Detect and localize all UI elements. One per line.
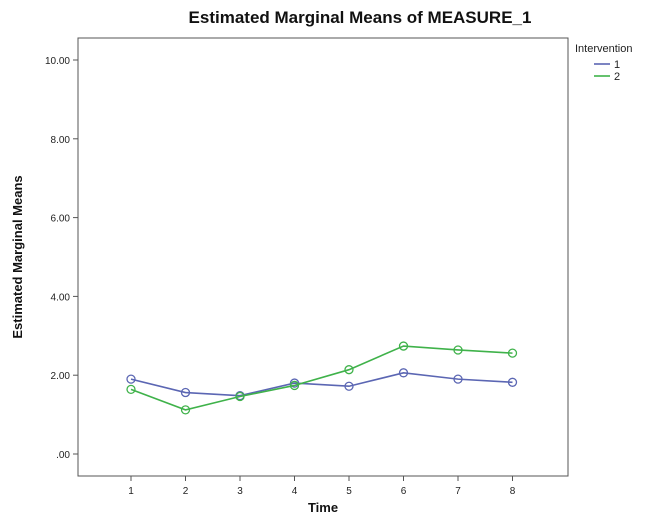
x-tick-label: 4 (292, 486, 298, 497)
data-point-series-1 (398, 368, 409, 378)
y-tick-label: 10.00 (45, 56, 70, 67)
y-tick-label: .00 (56, 450, 70, 461)
series-line-1 (130, 372, 513, 397)
legend: Intervention 12 (575, 43, 632, 83)
x-tick-label: 5 (346, 486, 352, 497)
y-axis-title: Estimated Marginal Means (10, 175, 25, 338)
data-point-series-1 (453, 374, 463, 384)
legend-label-2: 2 (614, 71, 620, 83)
x-tick-label: 6 (401, 486, 407, 497)
y-tick-label: 4.00 (51, 292, 71, 303)
data-point-series-2 (235, 391, 245, 402)
legend-label-1: 1 (614, 59, 620, 71)
data-point-series-2 (507, 348, 518, 358)
data-point-series-2 (126, 384, 136, 395)
y-tick-label: 2.00 (51, 371, 71, 382)
data-point-series-2 (289, 380, 300, 391)
plot-frame (77, 37, 569, 477)
x-tick-label: 8 (510, 486, 516, 497)
legend-title: Intervention (575, 43, 632, 55)
data-point-series-1 (180, 387, 191, 398)
data-point-series-2 (344, 365, 354, 375)
y-axis: .00 2.00 4.00 6.00 8.00 10.00 (45, 56, 78, 461)
x-tick-label: 7 (455, 486, 461, 497)
x-tick-label: 1 (128, 486, 134, 497)
data-point-series-1 (507, 377, 518, 387)
series-line-2 (130, 345, 513, 411)
chart-title: Estimated Marginal Means of MEASURE_1 (189, 8, 532, 27)
data-point-series-2 (453, 345, 463, 355)
data-point-series-1 (126, 374, 136, 384)
y-tick-label: 6.00 (51, 214, 71, 225)
y-tick-label: 8.00 (51, 135, 71, 146)
data-point-series-2 (180, 405, 191, 415)
x-tick-label: 2 (183, 486, 189, 497)
series-layer (126, 341, 518, 415)
x-axis-title: Time (308, 500, 338, 515)
data-point-series-2 (398, 341, 409, 351)
data-point-series-1 (344, 381, 354, 391)
x-axis: 1 2 3 4 5 6 7 8 (128, 476, 516, 497)
x-tick-label: 3 (237, 486, 243, 497)
